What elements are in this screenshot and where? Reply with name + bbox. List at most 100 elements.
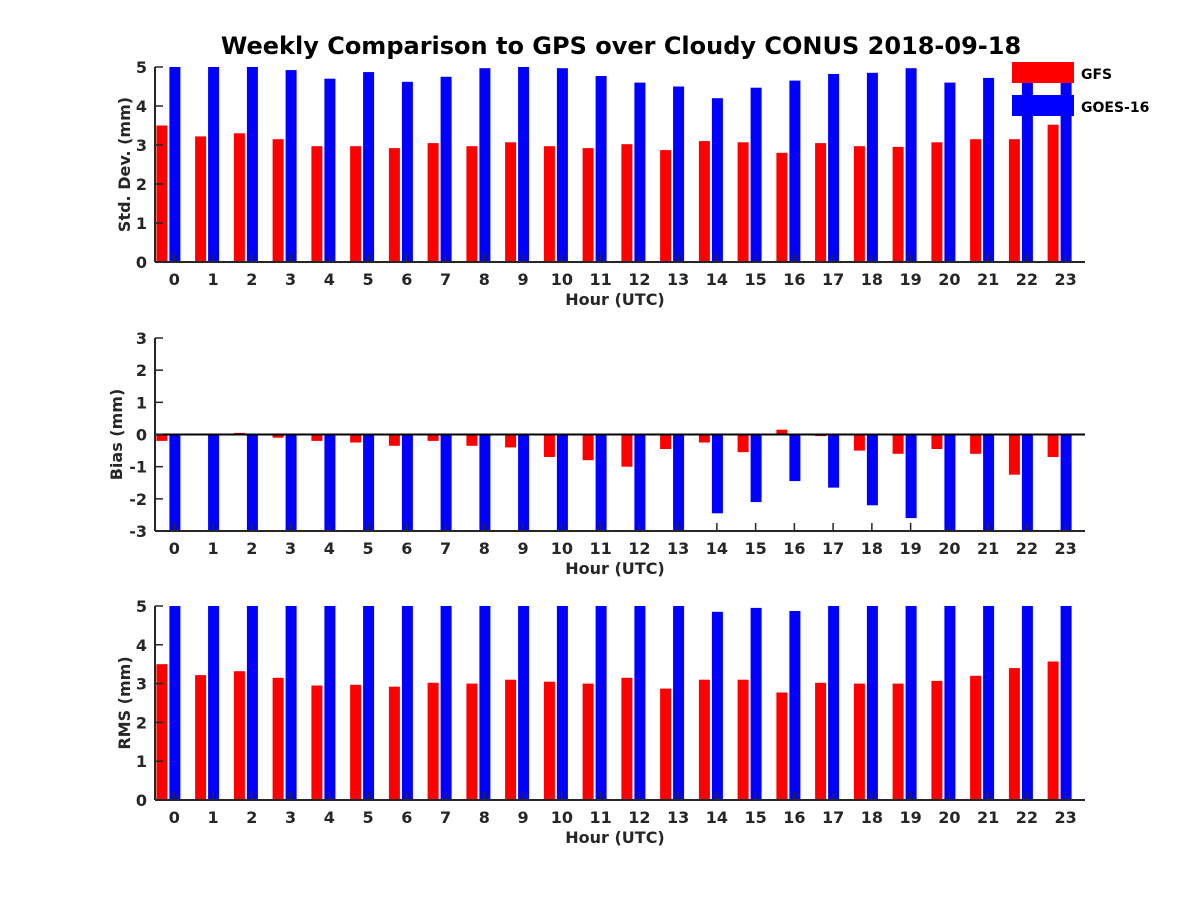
- y-tick-label: 2: [136, 361, 147, 380]
- bar-gfs-hour-15: [737, 142, 749, 262]
- bar-gfs-hour-22: [1008, 434, 1020, 475]
- x-tick-label: 6: [401, 270, 412, 289]
- bar-goes16-hour-13: [673, 86, 685, 262]
- y-tick-label: 0: [136, 791, 147, 810]
- x-tick-label: 3: [285, 270, 296, 289]
- x-tick-label: 14: [706, 270, 728, 289]
- y-tick-label: 3: [136, 136, 147, 155]
- bar-goes16-hour-0: [169, 606, 181, 800]
- x-axis-label: Hour (UTC): [565, 559, 665, 578]
- bar-goes16-hour-16: [789, 434, 801, 482]
- bar-gfs-hour-21: [970, 139, 982, 262]
- x-tick-label: 10: [551, 808, 573, 827]
- bar-gfs-hour-21: [970, 434, 982, 454]
- bar-goes16-hour-17: [828, 606, 840, 800]
- bar-gfs-hour-10: [543, 434, 555, 457]
- bar-gfs-hour-5: [350, 434, 362, 443]
- bar-goes16-hour-23: [1060, 606, 1072, 800]
- bar-gfs-hour-19: [892, 683, 904, 800]
- bar-goes16-hour-19: [905, 606, 917, 800]
- bar-goes16-hour-15: [750, 434, 762, 503]
- bar-gfs-hour-19: [892, 434, 904, 454]
- bar-gfs-hour-3: [272, 139, 284, 262]
- bar-goes16-hour-4: [324, 434, 336, 531]
- x-tick-label: 23: [1054, 539, 1076, 558]
- x-tick-label: 0: [169, 539, 180, 558]
- x-tick-label: 20: [938, 539, 960, 558]
- bar-goes16-hour-3: [285, 606, 297, 800]
- bar-gfs-hour-12: [621, 434, 633, 467]
- bar-gfs-hour-7: [427, 434, 439, 441]
- bar-gfs-hour-10: [543, 146, 555, 262]
- bar-gfs-hour-14: [698, 434, 710, 443]
- bar-gfs-hour-5: [350, 684, 362, 800]
- bar-goes16-hour-20: [944, 606, 956, 800]
- bar-gfs-hour-22: [1008, 139, 1020, 262]
- x-tick-label: 23: [1054, 808, 1076, 827]
- bar-gfs-hour-11: [582, 683, 594, 800]
- bar-gfs-hour-4: [311, 434, 323, 441]
- bar-gfs-hour-13: [660, 688, 672, 800]
- bar-goes16-hour-22: [1021, 606, 1033, 800]
- x-tick-label: 5: [363, 270, 374, 289]
- x-tick-label: 17: [822, 808, 844, 827]
- x-tick-label: 7: [440, 808, 451, 827]
- x-tick-label: 4: [324, 270, 335, 289]
- bar-gfs-hour-14: [698, 141, 710, 262]
- y-tick-label: -1: [129, 458, 147, 477]
- bar-goes16-hour-3: [285, 434, 297, 531]
- bar-gfs-hour-8: [466, 434, 478, 446]
- bar-goes16-hour-23: [1060, 70, 1072, 263]
- bar-goes16-hour-18: [866, 434, 878, 506]
- bar-goes16-hour-12: [634, 82, 646, 262]
- y-tick-label: 3: [136, 329, 147, 348]
- bar-goes16-hour-7: [440, 76, 452, 263]
- x-tick-label: 15: [744, 808, 766, 827]
- bar-goes16-hour-0: [169, 67, 181, 262]
- x-tick-label: 14: [706, 808, 728, 827]
- bar-gfs-hour-13: [660, 434, 672, 449]
- bar-gfs-hour-16: [776, 429, 788, 435]
- x-tick-label: 20: [938, 270, 960, 289]
- bar-goes16-hour-1: [208, 434, 220, 531]
- x-tick-label: 19: [899, 270, 921, 289]
- bar-gfs-hour-15: [737, 434, 749, 453]
- x-tick-label: 0: [169, 808, 180, 827]
- legend-label-gfs: GFS: [1081, 67, 1112, 83]
- bar-goes16-hour-21: [983, 77, 995, 263]
- x-tick-label: 0: [169, 270, 180, 289]
- bar-gfs-hour-10: [543, 681, 555, 800]
- x-tick-label: 4: [324, 539, 335, 558]
- bar-goes16-hour-0: [169, 434, 181, 531]
- x-tick-label: 7: [440, 270, 451, 289]
- bar-goes16-hour-5: [363, 606, 375, 800]
- bar-goes16-hour-6: [401, 434, 413, 531]
- bar-gfs-hour-17: [815, 143, 827, 262]
- bar-goes16-hour-9: [518, 434, 530, 531]
- bar-gfs-hour-11: [582, 434, 594, 461]
- x-tick-label: 16: [783, 808, 805, 827]
- bar-goes16-hour-16: [789, 80, 801, 262]
- bar-gfs-hour-3: [272, 434, 284, 438]
- x-tick-label: 5: [363, 539, 374, 558]
- bar-goes16-hour-6: [401, 606, 413, 800]
- x-tick-label: 19: [899, 539, 921, 558]
- bar-gfs-hour-12: [621, 144, 633, 262]
- x-tick-label: 1: [208, 539, 219, 558]
- bar-goes16-hour-8: [479, 434, 491, 531]
- bar-gfs-hour-23: [1047, 124, 1059, 262]
- bar-goes16-hour-17: [828, 74, 840, 262]
- bar-goes16-hour-20: [944, 82, 956, 262]
- bar-goes16-hour-13: [673, 434, 685, 531]
- bar-gfs-hour-8: [466, 683, 478, 800]
- x-tick-label: 18: [861, 539, 883, 558]
- bar-gfs-hour-17: [815, 682, 827, 800]
- x-tick-label: 10: [551, 539, 573, 558]
- bar-goes16-hour-2: [246, 606, 258, 800]
- bar-goes16-hour-3: [285, 70, 297, 262]
- y-tick-label: 0: [136, 253, 147, 272]
- bar-goes16-hour-8: [479, 606, 491, 800]
- bar-gfs-hour-20: [931, 142, 943, 262]
